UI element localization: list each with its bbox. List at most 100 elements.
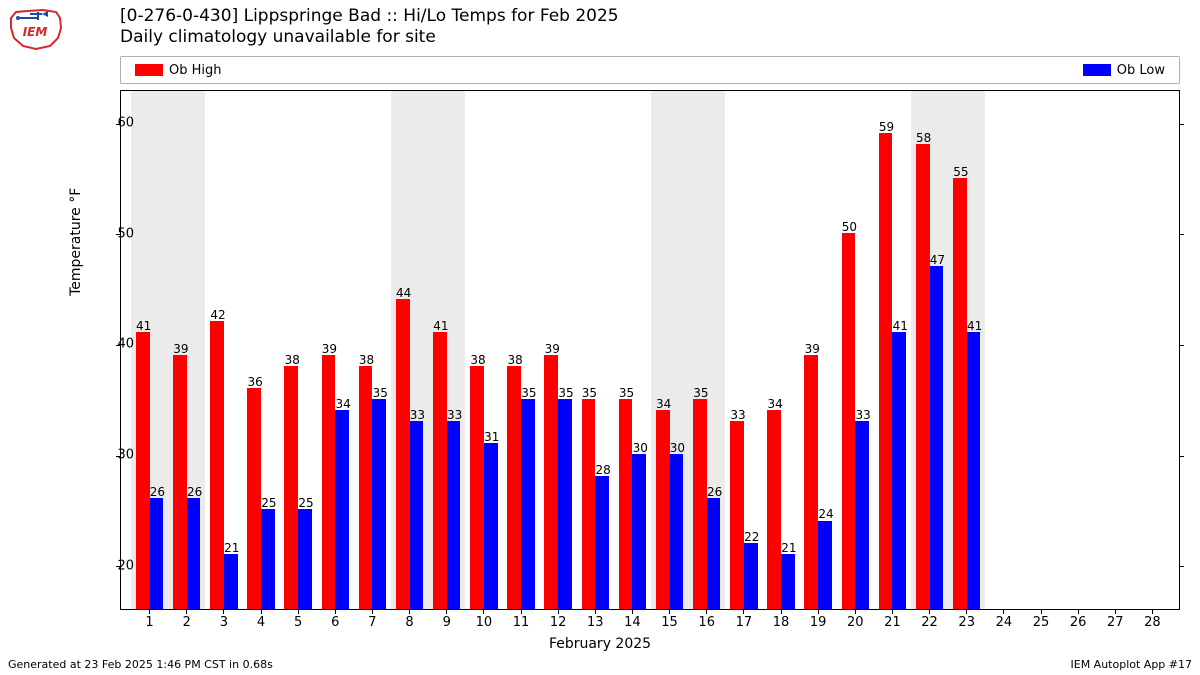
bar-low	[707, 498, 721, 609]
x-tick-label: 6	[331, 615, 339, 630]
value-label-low: 21	[224, 541, 239, 555]
bar-low	[892, 332, 906, 609]
x-tick-mark	[892, 609, 893, 614]
value-label-high: 35	[582, 386, 597, 400]
value-label-high: 44	[396, 286, 411, 300]
value-label-high: 34	[656, 397, 671, 411]
x-tick-mark	[1078, 609, 1079, 614]
value-label-low: 33	[410, 408, 425, 422]
x-tick-mark	[409, 609, 410, 614]
x-tick-mark	[446, 609, 447, 614]
legend-item-high: Ob High	[135, 63, 222, 78]
bar-high	[916, 144, 930, 609]
x-tick-mark	[1003, 609, 1004, 614]
y-tick-mark	[1179, 234, 1184, 235]
bar-low	[670, 454, 684, 609]
title-line-1: [0-276-0-430] Lippspringe Bad :: Hi/Lo T…	[120, 6, 619, 27]
bar-high	[544, 355, 558, 609]
x-tick-label: 18	[773, 615, 790, 630]
bar-high	[842, 233, 856, 609]
legend-label-low: Ob Low	[1117, 63, 1165, 78]
bar-low	[261, 509, 275, 609]
x-tick-mark	[632, 609, 633, 614]
x-tick-label: 10	[476, 615, 493, 630]
x-tick-mark	[1115, 609, 1116, 614]
bar-high	[953, 178, 967, 609]
value-label-low: 47	[930, 253, 945, 267]
value-label-high: 36	[247, 375, 262, 389]
x-tick-mark	[781, 609, 782, 614]
iem-logo: IEM	[8, 6, 63, 51]
x-tick-label: 2	[183, 615, 191, 630]
value-label-high: 38	[285, 353, 300, 367]
x-tick-label: 9	[443, 615, 451, 630]
x-tick-label: 21	[884, 615, 901, 630]
x-tick-label: 25	[1033, 615, 1050, 630]
x-tick-label: 14	[624, 615, 641, 630]
bar-high	[396, 299, 410, 609]
bar-low	[818, 521, 832, 610]
value-label-high: 39	[805, 342, 820, 356]
legend-label-high: Ob High	[169, 63, 222, 78]
bar-high	[879, 133, 893, 609]
bar-low	[744, 543, 758, 609]
value-label-low: 24	[818, 507, 833, 521]
x-tick-mark	[706, 609, 707, 614]
bar-high	[693, 399, 707, 609]
bar-low	[967, 332, 981, 609]
bar-low	[372, 399, 386, 609]
legend-swatch-high	[135, 64, 163, 76]
legend-item-low: Ob Low	[1083, 63, 1165, 78]
bar-low	[224, 554, 238, 609]
bar-low	[632, 454, 646, 609]
bar-high	[767, 410, 781, 609]
x-tick-label: 15	[661, 615, 678, 630]
bar-high	[582, 399, 596, 609]
value-label-low: 28	[596, 463, 611, 477]
x-tick-mark	[223, 609, 224, 614]
y-tick-mark	[1179, 345, 1184, 346]
x-tick-mark	[743, 609, 744, 614]
value-label-low: 33	[856, 408, 871, 422]
legend-swatch-low	[1083, 64, 1111, 76]
value-label-low: 33	[447, 408, 462, 422]
value-label-high: 33	[730, 408, 745, 422]
y-tick-label: 50	[104, 226, 134, 241]
x-tick-mark	[669, 609, 670, 614]
bar-high	[322, 355, 336, 609]
footer-generated: Generated at 23 Feb 2025 1:46 PM CST in …	[8, 658, 273, 671]
bar-high	[136, 332, 150, 609]
x-tick-label: 5	[294, 615, 302, 630]
bar-high	[470, 366, 484, 609]
x-tick-mark	[595, 609, 596, 614]
x-tick-label: 22	[921, 615, 938, 630]
y-tick-mark	[1179, 566, 1184, 567]
x-tick-mark	[855, 609, 856, 614]
x-tick-mark	[558, 609, 559, 614]
value-label-low: 41	[967, 319, 982, 333]
bar-low	[484, 443, 498, 609]
bar-high	[359, 366, 373, 609]
title-line-2: Daily climatology unavailable for site	[120, 27, 619, 48]
y-tick-label: 60	[104, 116, 134, 131]
bar-high	[210, 321, 224, 609]
bar-low	[187, 498, 201, 609]
chart-title: [0-276-0-430] Lippspringe Bad :: Hi/Lo T…	[120, 6, 619, 49]
x-tick-mark	[186, 609, 187, 614]
value-label-high: 41	[433, 319, 448, 333]
x-tick-label: 17	[736, 615, 753, 630]
value-label-low: 34	[336, 397, 351, 411]
x-tick-mark	[298, 609, 299, 614]
value-label-low: 35	[373, 386, 388, 400]
value-label-low: 41	[893, 319, 908, 333]
value-label-high: 50	[842, 220, 857, 234]
x-tick-label: 23	[958, 615, 975, 630]
x-tick-label: 1	[145, 615, 153, 630]
bar-low	[447, 421, 461, 609]
value-label-high: 42	[210, 308, 225, 322]
value-label-low: 31	[484, 430, 499, 444]
x-tick-mark	[966, 609, 967, 614]
value-label-high: 39	[545, 342, 560, 356]
legend: Ob High Ob Low	[120, 56, 1180, 84]
value-label-low: 30	[670, 441, 685, 455]
